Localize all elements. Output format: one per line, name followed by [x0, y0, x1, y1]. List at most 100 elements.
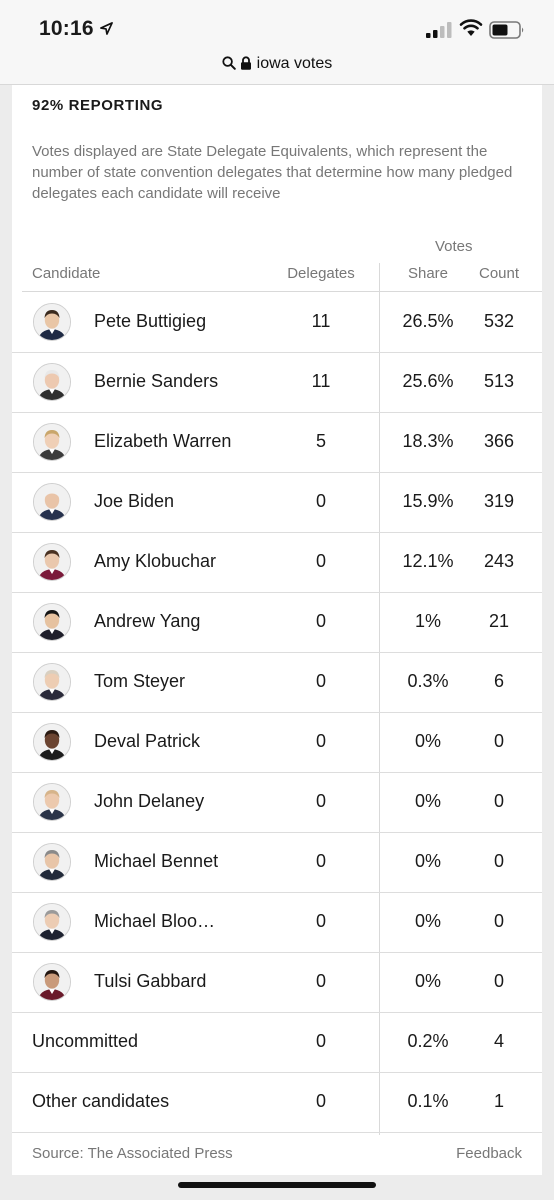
- table-row: Deval Patrick 0 0% 0: [12, 712, 542, 773]
- feedback-link[interactable]: Feedback: [456, 1145, 522, 1162]
- count-value: 0: [493, 731, 504, 751]
- home-indicator[interactable]: [178, 1182, 376, 1188]
- results-card: 92% REPORTING Votes displayed are State …: [12, 85, 542, 1175]
- clock-time: 10:16: [39, 17, 94, 40]
- count-value: 0: [493, 851, 504, 871]
- search-icon: [222, 56, 236, 70]
- table-row: Elizabeth Warren 5 18.3% 366: [12, 412, 542, 473]
- candidate-photo: [33, 543, 71, 581]
- candidate-name: John Delaney: [94, 791, 205, 811]
- candidate-photo: [33, 603, 71, 641]
- count-value: 0: [493, 911, 504, 931]
- share-header: Share: [407, 265, 449, 282]
- table-row: Joe Biden 0 15.9% 319: [12, 472, 542, 533]
- table-row: Amy Klobuchar 0 12.1% 243: [12, 532, 542, 593]
- browser-url-bar[interactable]: iowa votes: [0, 52, 554, 85]
- candidate-photo: [33, 423, 71, 461]
- delegates-value: 11: [311, 371, 331, 391]
- share-value: 12.1%: [402, 551, 454, 571]
- share-value: 0.2%: [407, 1031, 449, 1051]
- candidate-name: Joe Biden: [94, 491, 175, 511]
- candidate-name: Tom Steyer: [94, 671, 186, 691]
- count-value: 0: [493, 971, 504, 991]
- share-value: 25.6%: [402, 371, 454, 391]
- delegates-value: 0: [315, 551, 326, 571]
- delegates-value: 0: [315, 1031, 326, 1051]
- cellular-signal-icon: [426, 22, 452, 38]
- table-row: Other candidates 0 0.1% 1: [12, 1072, 542, 1133]
- candidate-header: Candidate: [32, 265, 101, 282]
- share-value: 0%: [414, 731, 441, 751]
- votes-column-divider: [379, 291, 380, 1135]
- location-arrow-icon: [100, 22, 113, 35]
- delegates-value: 0: [315, 911, 326, 931]
- share-value: 15.9%: [402, 491, 454, 511]
- table-row: Uncommitted 0 0.2% 4: [12, 1012, 542, 1073]
- sde-note: Votes displayed are State Delegate Equiv…: [32, 143, 513, 202]
- table-row: John Delaney 0 0% 0: [12, 772, 542, 833]
- delegates-value: 0: [315, 971, 326, 991]
- candidate-photo: [33, 723, 71, 761]
- delegates-value: 11: [311, 311, 331, 331]
- candidate-photo: [33, 303, 71, 341]
- share-value: 0%: [414, 971, 441, 991]
- delegates-value: 0: [315, 1091, 326, 1111]
- share-value: 0%: [414, 851, 441, 871]
- share-value: 0.1%: [407, 1091, 449, 1111]
- candidate-photo: [33, 903, 71, 941]
- count-value: 21: [488, 611, 510, 631]
- candidate-name: Elizabeth Warren: [94, 431, 232, 451]
- count-value: 6: [493, 671, 504, 691]
- count-value: 532: [483, 311, 515, 331]
- table-row: Tulsi Gabbard 0 0% 0: [12, 952, 542, 1013]
- count-value: 4: [493, 1031, 504, 1051]
- share-value: 26.5%: [402, 311, 454, 331]
- candidate-name: Deval Patrick: [94, 731, 201, 751]
- header-rule: [22, 291, 542, 292]
- share-value: 1%: [414, 611, 441, 631]
- delegates-value: 0: [315, 491, 326, 511]
- reporting-status: 92% REPORTING: [32, 97, 164, 114]
- candidate-name: Amy Klobuchar: [94, 551, 217, 571]
- wifi-icon: [459, 19, 483, 36]
- delegates-value: 0: [315, 731, 326, 751]
- table-row: Michael Bloo… 0 0% 0: [12, 892, 542, 953]
- delegates-value: 0: [315, 851, 326, 871]
- candidate-name: Pete Buttigieg: [94, 311, 207, 331]
- url-text: iowa votes: [256, 55, 333, 72]
- candidate-photo: [33, 663, 71, 701]
- count-value: 0: [493, 791, 504, 811]
- delegates-value: 0: [315, 791, 326, 811]
- share-value: 18.3%: [402, 431, 454, 451]
- status-bar: 10:16: [0, 0, 554, 52]
- count-value: 319: [483, 491, 515, 511]
- count-header: Count: [478, 265, 520, 282]
- delegates-value: 0: [315, 671, 326, 691]
- candidate-name: Other candidates: [32, 1091, 170, 1111]
- candidate-name: Michael Bennet: [94, 851, 219, 871]
- candidate-photo: [33, 843, 71, 881]
- delegates-value: 5: [315, 431, 326, 451]
- table-row: Tom Steyer 0 0.3% 6: [12, 652, 542, 713]
- votes-header: Votes: [435, 238, 473, 255]
- count-value: 366: [483, 431, 515, 451]
- count-value: 243: [483, 551, 515, 571]
- candidate-name: Bernie Sanders: [94, 371, 219, 391]
- table-row: Bernie Sanders 11 25.6% 513: [12, 352, 542, 413]
- share-value: 0%: [414, 791, 441, 811]
- share-value: 0.3%: [407, 671, 449, 691]
- source-credit: Source: The Associated Press: [32, 1145, 233, 1162]
- count-value: 1: [493, 1091, 504, 1111]
- candidate-photo: [33, 483, 71, 521]
- table-row: Andrew Yang 0 1% 21: [12, 592, 542, 653]
- share-value: 0%: [414, 911, 441, 931]
- header-divider: [379, 263, 380, 291]
- count-value: 513: [483, 371, 515, 391]
- candidate-name: Michael Bloo…: [94, 911, 216, 931]
- battery-icon: [489, 21, 524, 39]
- url-display[interactable]: iowa votes: [0, 55, 554, 73]
- candidate-photo: [33, 963, 71, 1001]
- table-row: Pete Buttigieg 11 26.5% 532: [12, 292, 542, 353]
- candidate-name: Andrew Yang: [94, 611, 201, 631]
- table-row: Michael Bennet 0 0% 0: [12, 832, 542, 893]
